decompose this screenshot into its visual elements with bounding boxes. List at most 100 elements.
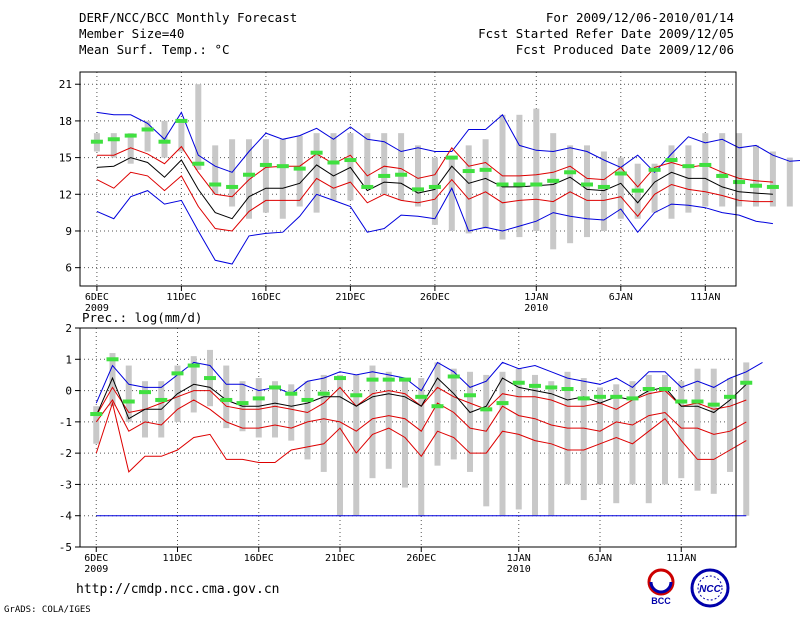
mean-marker bbox=[366, 377, 379, 382]
mean-marker bbox=[733, 180, 746, 185]
mean-marker bbox=[530, 182, 543, 187]
y-tick-label: 18 bbox=[59, 115, 72, 128]
spread-box bbox=[550, 133, 557, 250]
mean-marker bbox=[124, 133, 137, 138]
x-tick-label: 21DEC bbox=[335, 292, 365, 303]
mean-marker bbox=[750, 183, 762, 188]
mean-marker bbox=[529, 383, 541, 388]
series-line bbox=[95, 401, 747, 473]
spread-box bbox=[415, 145, 421, 207]
x-tick-label: 16DEC bbox=[251, 292, 281, 303]
mean-marker bbox=[513, 182, 526, 187]
y-tick-label: 15 bbox=[59, 152, 72, 165]
spread-box bbox=[727, 378, 733, 472]
spread-box bbox=[786, 157, 793, 207]
spread-box bbox=[127, 133, 134, 164]
spread-box bbox=[719, 133, 726, 207]
spread-box bbox=[662, 374, 668, 485]
x-tick-label: 21DEC bbox=[325, 553, 355, 564]
x-tick-label: 6DEC bbox=[85, 292, 109, 303]
mean-marker bbox=[766, 184, 779, 189]
mean-marker bbox=[378, 173, 391, 178]
mean-marker bbox=[301, 397, 314, 402]
x-tick-label: 1JAN bbox=[524, 292, 548, 303]
mean-marker bbox=[496, 182, 509, 187]
mean-marker bbox=[220, 397, 233, 402]
spread-box bbox=[668, 145, 675, 219]
y-tick-label: 1 bbox=[65, 353, 72, 366]
spread-box bbox=[109, 353, 116, 407]
spread-box bbox=[702, 133, 709, 207]
chart-title: DERF/NCC/BCC Monthly Forecast bbox=[79, 10, 298, 25]
mean-marker bbox=[564, 170, 577, 175]
spread-box bbox=[110, 133, 117, 158]
mean-marker bbox=[285, 391, 298, 396]
x-year-label: 2009 bbox=[84, 564, 108, 575]
mean-marker bbox=[545, 385, 558, 390]
mean-marker bbox=[447, 374, 460, 379]
member-size: Member Size=40 bbox=[79, 26, 185, 41]
series-line bbox=[95, 361, 763, 404]
spread-box bbox=[483, 374, 490, 507]
spread-box bbox=[678, 381, 685, 479]
spread-box bbox=[262, 139, 269, 213]
spread-box bbox=[93, 406, 100, 444]
mean-marker bbox=[90, 412, 103, 417]
mean-marker bbox=[740, 380, 753, 385]
mean-marker bbox=[361, 184, 374, 189]
ncc-logo: NCC bbox=[690, 568, 730, 608]
spread-box bbox=[313, 133, 320, 213]
x-year-label: 2009 bbox=[85, 303, 109, 314]
spread-box bbox=[448, 157, 455, 231]
mean-marker bbox=[276, 164, 289, 169]
mean-marker bbox=[631, 188, 644, 193]
spread-box bbox=[467, 371, 473, 472]
spread-box bbox=[613, 384, 620, 504]
spread-box bbox=[685, 145, 692, 213]
x-tick-label: 11JAN bbox=[690, 292, 720, 303]
spread-box bbox=[178, 120, 185, 152]
spread-box bbox=[736, 133, 743, 207]
x-tick-label: 1JAN bbox=[507, 553, 531, 564]
mean-marker bbox=[716, 173, 729, 178]
mean-marker bbox=[209, 182, 222, 187]
mean-marker bbox=[675, 399, 688, 404]
mean-marker bbox=[412, 187, 424, 192]
y-tick-label: 2 bbox=[65, 322, 72, 335]
spread-box bbox=[229, 139, 236, 207]
spread-box bbox=[567, 145, 574, 244]
mean-marker bbox=[415, 394, 428, 399]
start-date: Fcst Started Refer Date 2009/12/05 bbox=[478, 26, 734, 41]
mean-marker bbox=[648, 167, 661, 172]
spread-box bbox=[296, 135, 303, 207]
mean-marker bbox=[682, 164, 695, 169]
mean-marker bbox=[479, 167, 492, 172]
mean-marker bbox=[382, 377, 395, 382]
spread-box bbox=[753, 145, 759, 207]
spread-box bbox=[402, 381, 408, 488]
spread-box bbox=[304, 381, 311, 460]
y-tick-label: 21 bbox=[59, 78, 72, 91]
mean-marker bbox=[243, 172, 255, 177]
mean-marker bbox=[561, 387, 574, 392]
spread-box bbox=[548, 381, 555, 516]
y-tick-label: -1 bbox=[59, 416, 72, 429]
mean-marker bbox=[204, 376, 216, 381]
spread-box bbox=[144, 120, 151, 152]
plot-frame bbox=[79, 71, 737, 287]
spread-box bbox=[320, 374, 327, 472]
mean-marker bbox=[594, 394, 606, 399]
spread-box bbox=[385, 371, 392, 469]
produced-date: Fcst Produced Date 2009/12/06 bbox=[515, 42, 734, 57]
series-line bbox=[96, 157, 773, 220]
mean-marker bbox=[399, 377, 411, 382]
mean-marker bbox=[122, 399, 135, 404]
mean-marker bbox=[269, 385, 281, 390]
mean-marker bbox=[547, 178, 560, 183]
mean-marker bbox=[581, 182, 593, 187]
y-tick-label: -5 bbox=[59, 541, 72, 554]
series-line bbox=[96, 145, 773, 198]
y-tick-label: 9 bbox=[65, 225, 72, 238]
y-tick-label: 12 bbox=[59, 188, 72, 201]
spread-box bbox=[651, 163, 658, 213]
